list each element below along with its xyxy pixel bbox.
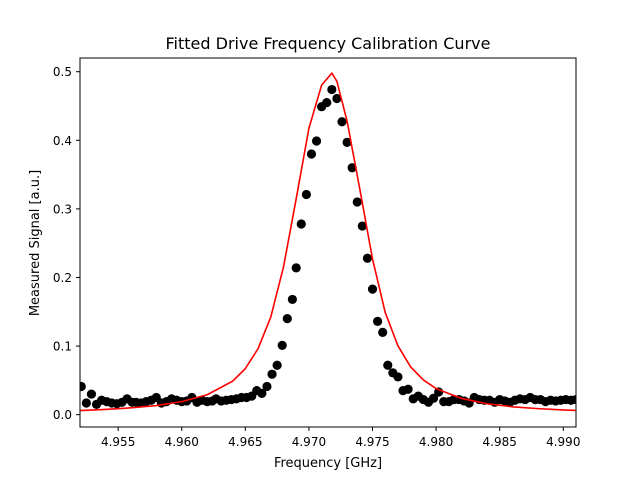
data-point <box>296 219 306 229</box>
data-point <box>262 381 272 392</box>
data-point <box>332 93 342 104</box>
scatter-series <box>80 84 576 409</box>
data-point <box>291 263 301 273</box>
x-axis-ticks: 4.955 4.960 4.965 4.970 4.975 4.980 4.985 4.990 <box>101 427 580 449</box>
data-point <box>267 369 277 379</box>
data-point <box>428 393 439 403</box>
chart-title: Fitted Drive Frequency Calibration Curve <box>166 34 491 53</box>
data-point <box>352 197 362 207</box>
data-point <box>277 340 287 350</box>
data-point <box>362 253 373 263</box>
y-axis-label: Measured Signal [a.u.] <box>28 170 43 316</box>
y-tick-label: 0.0 <box>53 408 72 422</box>
data-point <box>301 189 311 200</box>
series-layer <box>80 72 576 412</box>
x-tick-label: 4.955 <box>101 435 135 449</box>
y-tick-label: 0.5 <box>53 65 72 79</box>
x-tick-label: 4.975 <box>355 435 389 449</box>
data-point <box>257 388 267 398</box>
x-tick-label: 4.965 <box>228 435 262 449</box>
y-tick-label: 0.3 <box>53 202 72 216</box>
data-point <box>383 360 393 370</box>
plot-frame <box>79 57 577 428</box>
x-tick-label: 4.980 <box>419 435 453 449</box>
data-point <box>357 221 367 231</box>
data-point <box>322 97 332 108</box>
data-point <box>80 381 86 392</box>
x-axis-label: Frequency [GHz] <box>274 456 382 471</box>
x-tick-label: 4.990 <box>546 435 580 449</box>
data-point <box>367 284 378 294</box>
data-point <box>86 389 97 399</box>
y-tick-label: 0.1 <box>53 340 72 354</box>
y-tick-label: 0.2 <box>53 271 72 285</box>
y-axis-ticks: 0.0 0.1 0.2 0.3 0.4 0.5 <box>53 65 80 422</box>
data-point <box>347 163 357 173</box>
data-point <box>393 372 403 382</box>
data-point <box>571 394 576 405</box>
data-point <box>311 136 322 146</box>
data-point <box>282 314 292 324</box>
data-point <box>337 117 347 127</box>
data-point <box>287 294 297 305</box>
data-point <box>272 360 282 370</box>
data-point <box>378 327 388 337</box>
data-point <box>342 137 352 147</box>
data-point <box>81 398 91 408</box>
x-tick-label: 4.960 <box>165 435 199 449</box>
y-tick-label: 0.4 <box>53 134 72 148</box>
fit-curve-line <box>80 72 576 412</box>
data-point <box>327 84 337 95</box>
data-point <box>306 149 317 159</box>
data-point <box>403 384 413 394</box>
x-tick-label: 4.970 <box>292 435 326 449</box>
data-point <box>373 316 383 326</box>
x-tick-label: 4.985 <box>483 435 517 449</box>
